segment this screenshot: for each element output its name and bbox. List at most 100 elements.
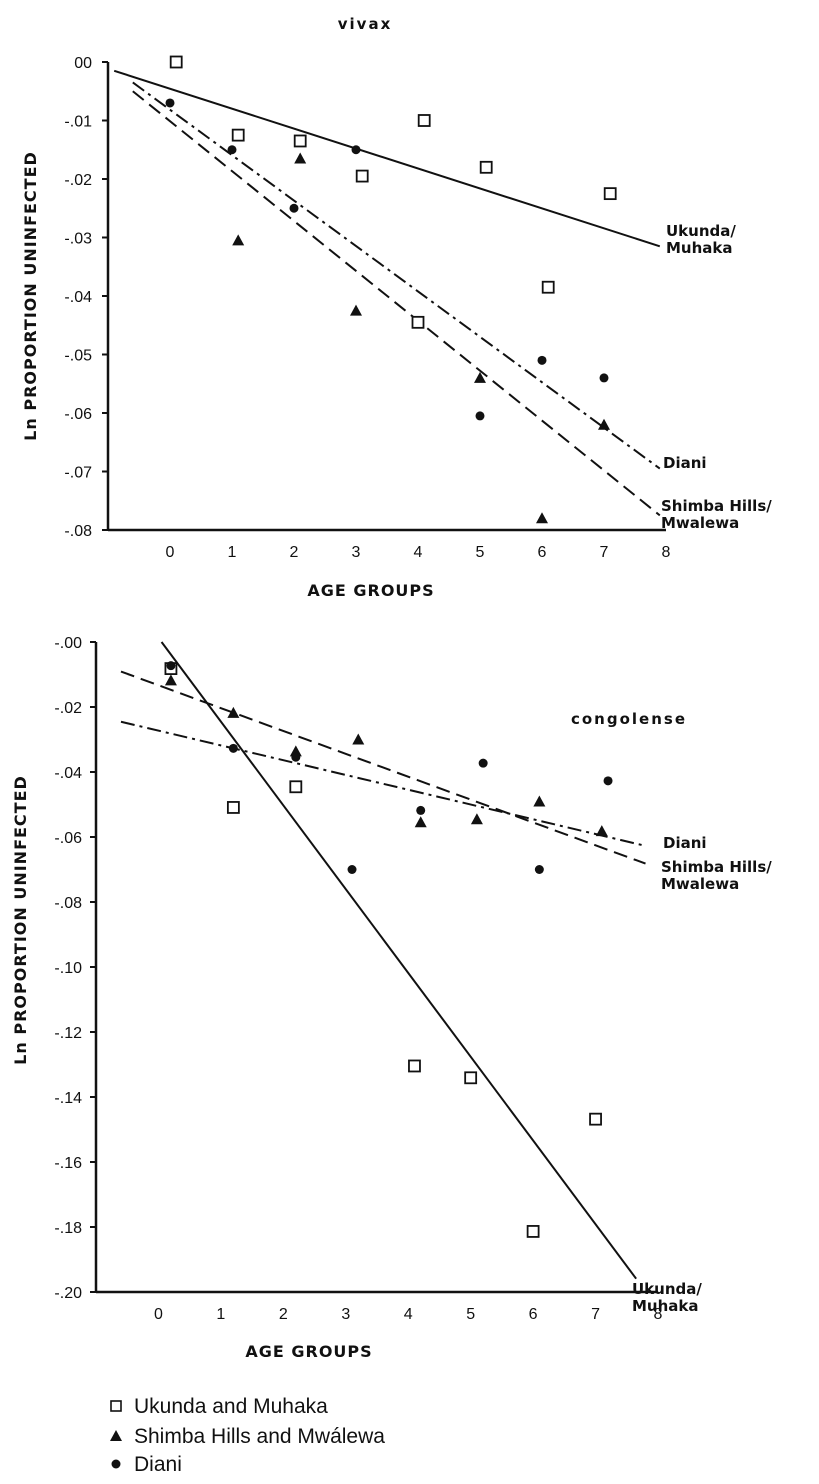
fit-line-label: Muhaka	[632, 1297, 699, 1315]
y-tick-label: -.05	[64, 348, 92, 365]
x-tick-label: 5	[466, 1306, 475, 1323]
data-point-square	[464, 1071, 478, 1085]
x-tick-label: 8	[662, 544, 671, 561]
y-tick-label: -.02	[64, 172, 92, 189]
data-point-square	[541, 280, 555, 294]
y-tick-label: -.16	[54, 1155, 82, 1172]
fit-line	[120, 670, 646, 865]
data-point-circle	[475, 411, 485, 421]
data-point-triangle	[536, 512, 548, 524]
data-point-triangle	[474, 371, 486, 383]
data-point-circle	[478, 758, 488, 768]
y-tick-label: -.08	[64, 523, 92, 540]
x-tick-label: 2	[290, 544, 299, 561]
fit-line-label: Muhaka	[666, 239, 733, 257]
data-point-circle	[534, 865, 544, 874]
fit-line-label: Ukunda/	[666, 222, 736, 240]
x-tick-label: 5	[476, 544, 485, 561]
y-tick-label: -.07	[64, 465, 92, 482]
fit-line	[132, 90, 661, 517]
y-tick-label: -.01	[64, 114, 92, 131]
data-point-square	[411, 315, 425, 329]
y-tick-label: -.08	[54, 895, 82, 912]
y-tick-label: -.04	[54, 765, 82, 782]
x-tick-label: 7	[591, 1306, 600, 1323]
data-point-triangle	[352, 733, 365, 745]
data-point-triangle	[227, 706, 240, 718]
data-point-triangle	[289, 745, 302, 757]
data-point-circle	[537, 355, 547, 365]
data-point-square	[169, 55, 183, 69]
y-tick-label: -.04	[64, 289, 92, 306]
x-tick-label: 1	[228, 544, 237, 561]
x-axis-label: AGE GROUPS	[307, 581, 434, 600]
data-point-circle	[165, 98, 175, 108]
legend-label: Shimba Hills and Mwálewa	[134, 1425, 385, 1448]
x-tick-label: 3	[341, 1306, 350, 1323]
data-point-square	[408, 1059, 421, 1073]
x-axis-label: AGE GROUPS	[245, 1342, 372, 1361]
data-point-square	[417, 114, 431, 127]
data-point-triangle	[294, 152, 307, 164]
fit-line	[120, 720, 646, 847]
legend-label: Ukunda and Muhaka	[134, 1395, 328, 1418]
data-point-triangle	[595, 825, 608, 837]
fit-line-label: Shimba Hills/	[661, 497, 772, 515]
y-axis-label: Ln PROPORTION UNINFECTED	[11, 775, 30, 1065]
y-tick-label: -.00	[54, 635, 82, 652]
y-tick-label: -.10	[54, 960, 82, 977]
congolense-chart: congolense 0 1 2 3 4 5 6 7 8 -.00 -.02 -.04 -.06 -.08 -…	[11, 635, 772, 1361]
legend-label: Diani	[134, 1453, 182, 1476]
y-tick-label: -.12	[54, 1025, 82, 1042]
vivax-chart: vivax 0 1 2 3 4 5 6 7 8 00 -.01 -.02 -.03 -.04 -.05 -.06…	[21, 15, 772, 600]
x-tick-label: 8	[654, 1306, 663, 1323]
data-point-triangle	[232, 234, 245, 246]
data-point-square	[526, 1225, 540, 1238]
data-point-square	[226, 801, 240, 814]
fit-line	[132, 81, 661, 470]
data-point-square	[479, 160, 493, 174]
data-point-circle	[291, 752, 301, 762]
data-point-circle	[228, 743, 238, 753]
data-point-square	[589, 1112, 602, 1126]
y-tick-label: -.14	[54, 1090, 82, 1107]
fit-line-label: Diani	[663, 834, 707, 852]
x-tick-label: 0	[166, 544, 175, 561]
y-tick-label: 00	[74, 55, 92, 72]
x-tick-label: 4	[404, 1306, 413, 1323]
y-tick-label: -.02	[54, 700, 82, 717]
data-point-square	[289, 780, 303, 794]
data-point-circle	[603, 776, 613, 786]
y-tick-label: -.06	[54, 830, 82, 847]
legend: Ukunda and Muhaka Shimba Hills and Mwálew…	[110, 1395, 385, 1476]
fit-line-label: Mwalewa	[661, 514, 739, 532]
data-point-circle	[347, 865, 357, 874]
y-tick-label: -.20	[54, 1285, 82, 1302]
data-point-triangle	[598, 418, 610, 430]
data-point-square	[231, 128, 245, 142]
x-tick-label: 3	[352, 544, 361, 561]
x-tick-label: 2	[279, 1306, 288, 1323]
fit-line	[160, 641, 637, 1280]
fit-line-label: Ukunda/	[632, 1280, 702, 1298]
x-tick-label: 1	[216, 1306, 225, 1323]
data-point-square	[603, 187, 617, 201]
y-axis-label: Ln PROPORTION UNINFECTED	[21, 151, 40, 441]
x-tick-label: 0	[154, 1306, 163, 1323]
data-point-triangle	[414, 816, 427, 828]
data-point-circle	[227, 145, 237, 155]
x-tick-label: 6	[529, 1306, 538, 1323]
legend-triangle-icon	[110, 1430, 122, 1441]
data-point-triangle	[350, 304, 362, 316]
data-point-square	[355, 169, 369, 183]
fit-line-label: Shimba Hills/	[661, 858, 772, 876]
y-tick-label: -.06	[64, 406, 92, 423]
fit-line	[113, 69, 661, 248]
data-point-circle	[166, 661, 176, 671]
data-point-circle	[599, 373, 609, 383]
y-tick-label: -.03	[64, 231, 92, 248]
chart-title: congolense	[571, 710, 687, 728]
data-point-circle	[416, 805, 426, 815]
data-point-circle	[351, 145, 361, 155]
